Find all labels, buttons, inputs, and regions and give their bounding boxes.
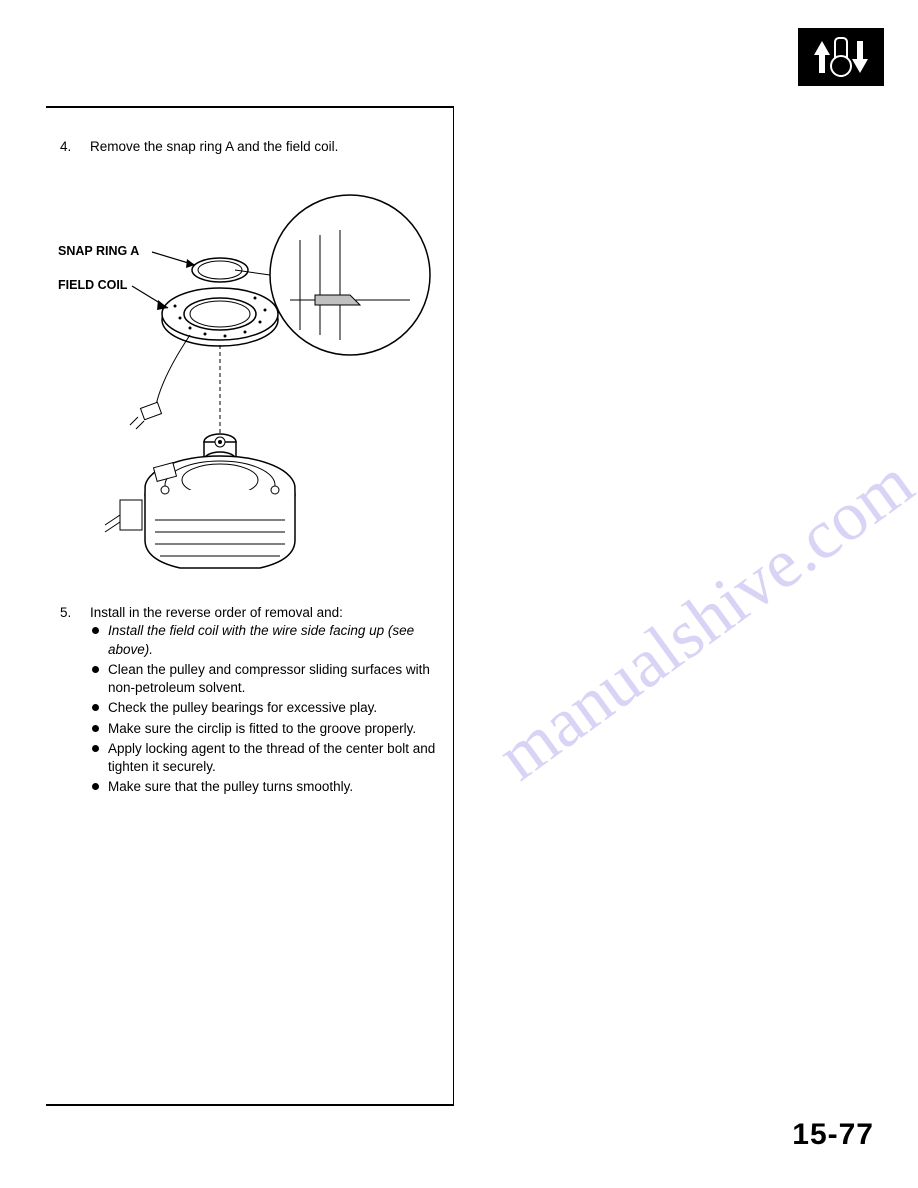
step-text: Install in the reverse order of removal … [90, 604, 439, 622]
bullet-item: Install the field coil with the wire sid… [108, 622, 439, 658]
bullet-item: Apply locking agent to the thread of the… [108, 740, 439, 776]
watermark: manualshive.com [483, 443, 918, 797]
step-4: 4. Remove the snap ring A and the field … [60, 138, 439, 156]
bullet-item: Check the pulley bearings for excessive … [108, 699, 439, 717]
arrow-down-icon [852, 59, 868, 73]
step-5-bullets: Install the field coil with the wire sid… [90, 622, 439, 796]
page-number: 15-77 [792, 1118, 874, 1152]
step-body: Install in the reverse order of removal … [90, 604, 439, 798]
section-icon-thermometer [798, 28, 884, 86]
arrow-up-icon [814, 41, 830, 55]
content-column: 4. Remove the snap ring A and the field … [46, 106, 454, 1106]
bullet-item: Clean the pulley and compressor sliding … [108, 661, 439, 697]
step-text: Remove the snap ring A and the field coi… [90, 138, 439, 156]
bullet-item: Make sure the circlip is fitted to the g… [108, 720, 439, 738]
step-number: 4. [60, 138, 90, 156]
thermometer-icon [834, 37, 848, 77]
step-5: 5. Install in the reverse order of remov… [60, 604, 439, 798]
exploded-view-figure: SNAP RING A FIELD COIL [60, 180, 440, 580]
step-number: 5. [60, 604, 90, 798]
bullet-item: Make sure that the pulley turns smoothly… [108, 778, 439, 796]
compressor-diagram [60, 180, 440, 580]
